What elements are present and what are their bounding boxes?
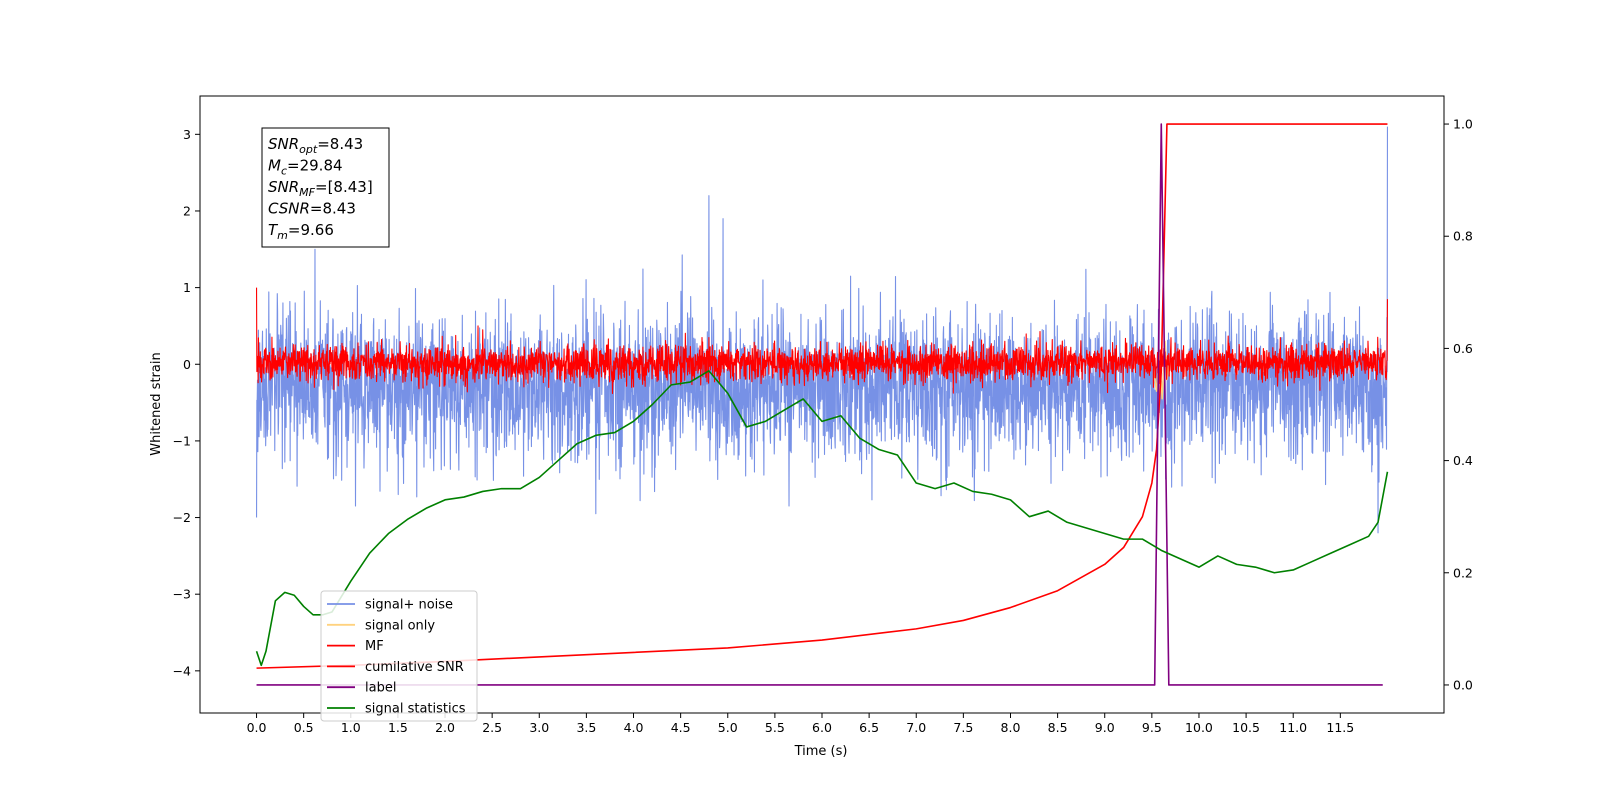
legend-label-signal-statistics: signal statistics [365, 702, 466, 717]
series-line-signal-statistics [255, 370, 1389, 667]
y-tick-label: −2 [173, 510, 191, 525]
y-tick-label: 1 [183, 280, 191, 295]
x-tick-label: 4.5 [671, 720, 691, 735]
y2-tick-label: 1.0 [1453, 117, 1473, 132]
x-tick-label: 10.0 [1185, 720, 1213, 735]
legend-label-mf: MF [365, 639, 384, 654]
x-tick-label: 0.0 [247, 720, 267, 735]
annotation-subscript: m [277, 229, 288, 242]
y-axis-label: Whitened strain [149, 352, 164, 455]
y-tick-label: −1 [173, 433, 191, 448]
annotation-line: Mc=29.84 [268, 157, 343, 178]
legend: signal+ noise signal only MF cumilative SNR… [320, 590, 478, 722]
annotation-symbol: SNR [268, 135, 299, 153]
x-tick-label: 1.0 [341, 720, 361, 735]
y2-tick-label: 0.4 [1453, 453, 1473, 468]
annotation-line: SNRMF=[8.43] [268, 178, 373, 199]
series-line-signal-noise [256, 126, 1388, 534]
x-tick-label: 3.5 [576, 720, 596, 735]
x-tick-label: 8.0 [1001, 720, 1021, 735]
annotation-subscript: MF [299, 186, 315, 199]
y2-tick-label: 0.2 [1453, 565, 1473, 580]
x-tick-label: 9.5 [1142, 720, 1162, 735]
x-tick-label: 2.0 [435, 720, 455, 735]
legend-label-signal-noise: signal+ noise [365, 598, 453, 613]
series-line-cumilative-snr [256, 123, 1388, 669]
series-layer [255, 123, 1389, 686]
y-tick-label: 0 [183, 357, 191, 372]
x-tick-label: 3.0 [529, 720, 549, 735]
annotation-value: =8.43 [317, 135, 363, 153]
x-tick-label: 1.5 [388, 720, 408, 735]
annotation-symbol: M [268, 157, 281, 175]
y2-tick-label: 0.8 [1453, 229, 1473, 244]
annotation-value: =8.43 [310, 200, 356, 218]
x-tick-label: 0.5 [294, 720, 314, 735]
annotation-symbol: CSNR [268, 200, 310, 218]
y-tick-label: −3 [173, 587, 191, 602]
series-line-mf [256, 287, 1388, 395]
x-tick-label: 2.5 [482, 720, 502, 735]
x-tick-label: 4.0 [624, 720, 644, 735]
legend-label-label: label [365, 681, 396, 696]
legend-label-cumilative-snr: cumilative SNR [365, 660, 464, 675]
x-tick-label: 11.5 [1326, 720, 1354, 735]
y2-tick-label: 0.6 [1453, 341, 1473, 356]
x-tick-label: 6.0 [812, 720, 832, 735]
y-tick-label: 3 [183, 127, 191, 142]
legend-label-signal-only: signal only [365, 618, 435, 633]
annotation-line: Tm=9.66 [268, 221, 334, 242]
x-tick-label: 7.5 [953, 720, 973, 735]
annotation-subscript: opt [299, 143, 318, 156]
annotation-line: SNRopt=8.43 [268, 135, 363, 156]
annotation-symbol: SNR [268, 178, 299, 196]
x-tick-label: 10.5 [1232, 720, 1260, 735]
x-tick-label: 7.0 [906, 720, 926, 735]
y-tick-label: 2 [183, 203, 191, 218]
x-tick-label: 6.5 [859, 720, 879, 735]
annotation-value: =[8.43] [315, 178, 373, 196]
x-tick-label: 5.0 [718, 720, 738, 735]
x-axis-label: Time (s) [794, 744, 848, 759]
annotation-box: SNRopt=8.43Mc=29.84SNRMF=[8.43]CSNR=8.43… [261, 127, 390, 248]
annotation-frame [261, 127, 390, 248]
x-tick-label: 5.5 [765, 720, 785, 735]
annotation-line: CSNR=8.43 [268, 200, 356, 218]
x-axis-ticks: 0.0 0.5 1.0 1.5 2.0 2.5 3.0 3.5 4.0 4.5 5.0 5.5 6.0 6… [247, 713, 1354, 735]
y2-tick-label: 0.0 [1453, 677, 1473, 692]
series-line-label [256, 123, 1383, 686]
x-tick-label: 8.5 [1048, 720, 1068, 735]
y2-axis-ticks: 1.0 0.8 0.6 0.4 0.2 0.0 [1444, 117, 1473, 692]
y-tick-label: −4 [173, 663, 191, 678]
x-tick-label: 9.0 [1095, 720, 1115, 735]
annotation-symbol: T [268, 221, 279, 239]
annotation-value: =29.84 [287, 157, 343, 175]
legend-frame [320, 590, 478, 722]
y-axis-ticks: 3 2 1 0 −1 −2 −3 −4 [173, 127, 200, 678]
x-tick-label: 11.0 [1279, 720, 1307, 735]
annotation-subscript: c [281, 165, 287, 178]
annotation-value: =9.66 [288, 221, 334, 239]
